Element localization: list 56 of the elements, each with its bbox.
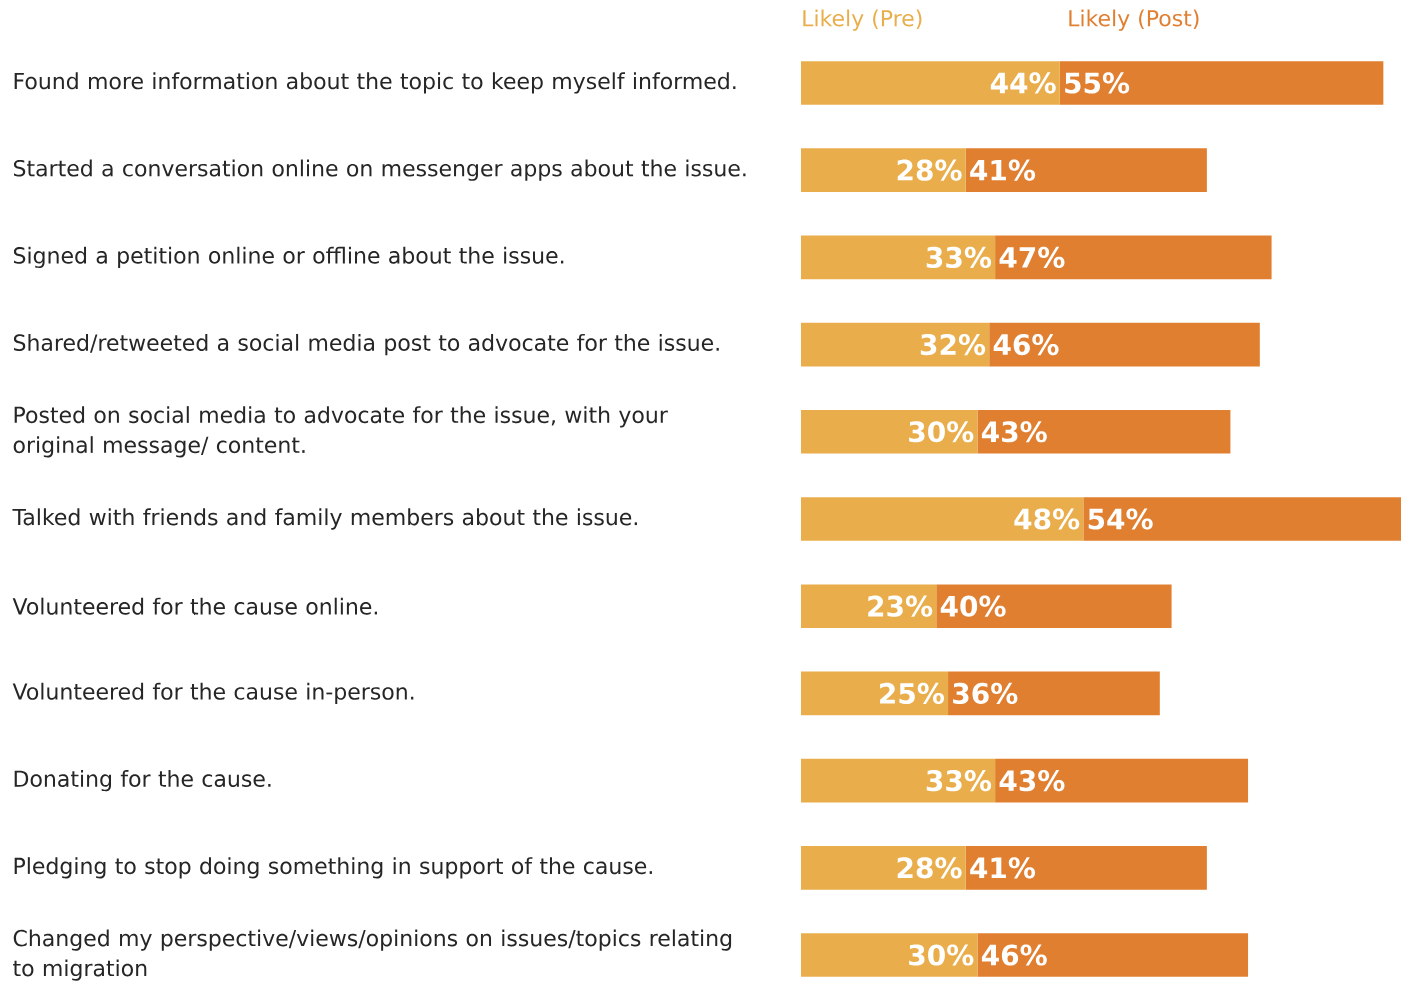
series-label: Likely (Post) (1069, 9, 1199, 31)
data-label: 33% (926, 246, 992, 268)
bar (995, 235, 1272, 280)
y-tick-label: Pledging to stop doing something in support of the cause. (14, 857, 652, 879)
y-tick-label: Started a conversation online on messenger apps about the issue. (13, 159, 746, 181)
data-label: 33% (926, 770, 992, 792)
y-tick-label: Donating for the cause. (14, 769, 271, 792)
data-label: 55% (1065, 72, 1130, 94)
y-tick-label: Volunteered for the cause in-person. (12, 682, 414, 705)
bar (800, 497, 1084, 541)
bar (936, 584, 1172, 629)
bar (989, 322, 1260, 367)
data-label: 43% (999, 770, 1065, 792)
bar (800, 148, 966, 192)
data-label: 46% (981, 944, 1047, 966)
data-label: 43% (981, 421, 1047, 443)
y-tick-label: Found more information about the topic to keep myself informed. (14, 72, 736, 94)
data-label: 25% (880, 682, 944, 704)
bar (965, 846, 1207, 890)
bar (800, 61, 1060, 105)
data-label: 46% (993, 333, 1059, 356)
data-label: 28% (897, 857, 962, 879)
y-tick-label: Talked with friends and family members about the issue. (12, 508, 637, 530)
data-label: 41% (970, 159, 1036, 181)
data-label: 28% (897, 159, 962, 181)
bar (1059, 61, 1384, 105)
data-label: 41% (970, 857, 1036, 879)
bar (800, 235, 996, 280)
bar (995, 758, 1249, 803)
y-tick-label: Shared/retweeted a social media post to advocate for the issue. (13, 333, 719, 356)
data-label: 36% (953, 682, 1018, 704)
bar (977, 933, 1249, 977)
bar (948, 671, 1160, 716)
y-tick-label: Volunteered for the cause online. (12, 597, 378, 615)
series-label: Likely (Pre) (803, 9, 922, 31)
bar (800, 322, 990, 367)
bar (800, 846, 966, 890)
bar (800, 409, 978, 454)
data-label: 47% (999, 246, 1065, 268)
bar (1083, 497, 1401, 541)
bar (965, 148, 1207, 192)
y-tick-label: Posted on social media to advocate for the issue, with your original message/ content. (13, 406, 668, 458)
data-label: 44% (990, 72, 1056, 94)
y-tick-label: Signed a petition online or offline about the issue. (13, 246, 564, 269)
bar (800, 933, 978, 977)
data-label: 40% (940, 595, 1006, 617)
y-tick-label: Changed my perspective/views/opinions on issues/topics relating to migration (13, 929, 732, 981)
data-label: 54% (1088, 508, 1153, 530)
data-label: 48% (1014, 508, 1080, 530)
data-label: 30% (909, 944, 974, 966)
data-label: 23% (868, 595, 933, 617)
bar (977, 409, 1231, 454)
data-label: 30% (909, 421, 974, 443)
data-label: 32% (920, 333, 986, 356)
bar (800, 758, 996, 803)
bar (800, 584, 937, 629)
